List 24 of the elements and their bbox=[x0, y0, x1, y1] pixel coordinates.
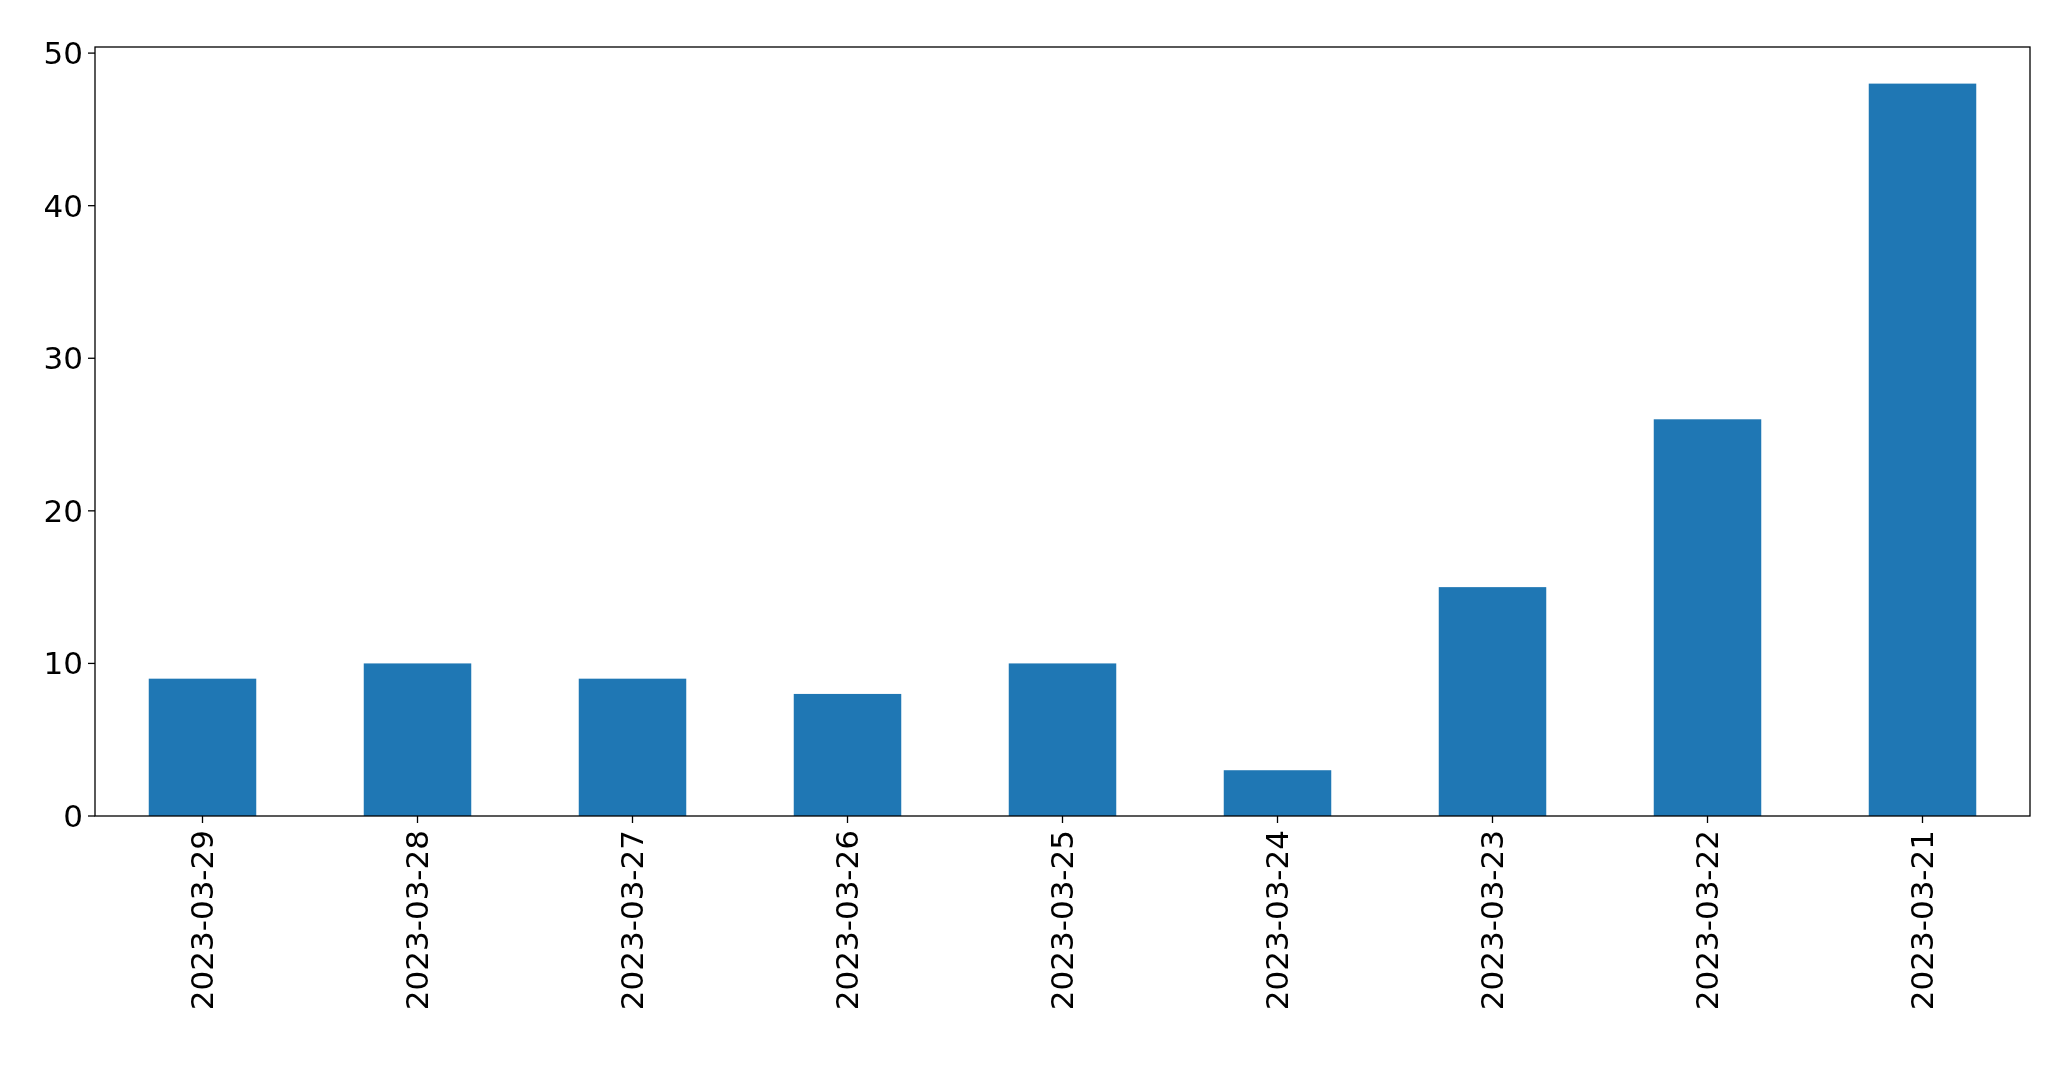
x-tick-label: 2023-03-25 bbox=[1044, 830, 1081, 1011]
x-tick-label: 2023-03-26 bbox=[829, 830, 866, 1011]
bar bbox=[1223, 770, 1332, 816]
bar bbox=[578, 678, 687, 816]
x-tick-label: 2023-03-21 bbox=[1904, 830, 1941, 1011]
bar bbox=[793, 693, 902, 816]
bar bbox=[1653, 419, 1762, 816]
bar bbox=[363, 663, 472, 816]
bar bbox=[1868, 83, 1977, 816]
x-tick-label: 2023-03-24 bbox=[1259, 830, 1296, 1011]
x-tick-label: 2023-03-23 bbox=[1474, 830, 1511, 1011]
y-tick-label: 50 bbox=[43, 34, 83, 71]
y-tick-label: 10 bbox=[43, 645, 83, 682]
y-tick-label: 30 bbox=[43, 340, 83, 377]
bar bbox=[1008, 663, 1117, 816]
x-tick-label: 2023-03-22 bbox=[1689, 830, 1726, 1011]
x-tick-label: 2023-03-28 bbox=[399, 830, 436, 1011]
bar bbox=[148, 678, 257, 816]
x-tick-label: 2023-03-29 bbox=[184, 830, 221, 1011]
y-tick-label: 40 bbox=[43, 187, 83, 224]
y-tick-label: 0 bbox=[63, 797, 83, 834]
y-tick-label: 20 bbox=[43, 492, 83, 529]
x-tick-label: 2023-03-27 bbox=[614, 830, 651, 1011]
bar bbox=[1438, 587, 1547, 816]
